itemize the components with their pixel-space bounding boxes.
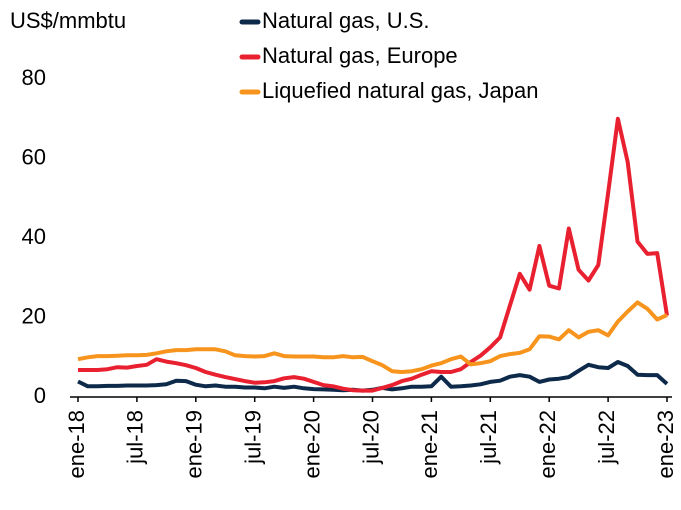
line-series (77, 360, 669, 393)
legend-label: Liquefied natural gas, Japan (262, 78, 538, 103)
x-tick-label: ene-19 (182, 410, 207, 479)
legend-label: Natural gas, Europe (262, 43, 458, 68)
line-series (77, 300, 668, 374)
x-tick-label: ene-23 (653, 410, 678, 479)
x-tick-label: jul-19 (241, 410, 266, 465)
y-axis-label: US$/mmbtu (10, 8, 126, 33)
x-tick-label: jul-18 (123, 410, 148, 465)
y-tick-label: 0 (34, 383, 46, 408)
legend-label: Natural gas, U.S. (262, 8, 430, 33)
x-tick-label: ene-21 (417, 410, 442, 479)
x-tick-label: ene-22 (535, 410, 560, 479)
x-tick-label: jul-22 (594, 410, 619, 465)
y-tick-label: 60 (22, 144, 46, 169)
y-tick-label: 80 (22, 65, 46, 90)
x-tick-label: jul-21 (476, 410, 501, 465)
y-tick-label: 20 (22, 303, 46, 328)
x-tick-label: jul-20 (358, 410, 383, 465)
x-tick-label: ene-20 (299, 410, 324, 479)
y-tick-label: 40 (22, 224, 46, 249)
line-series (78, 116, 669, 393)
x-tick-label: ene-18 (64, 410, 89, 479)
